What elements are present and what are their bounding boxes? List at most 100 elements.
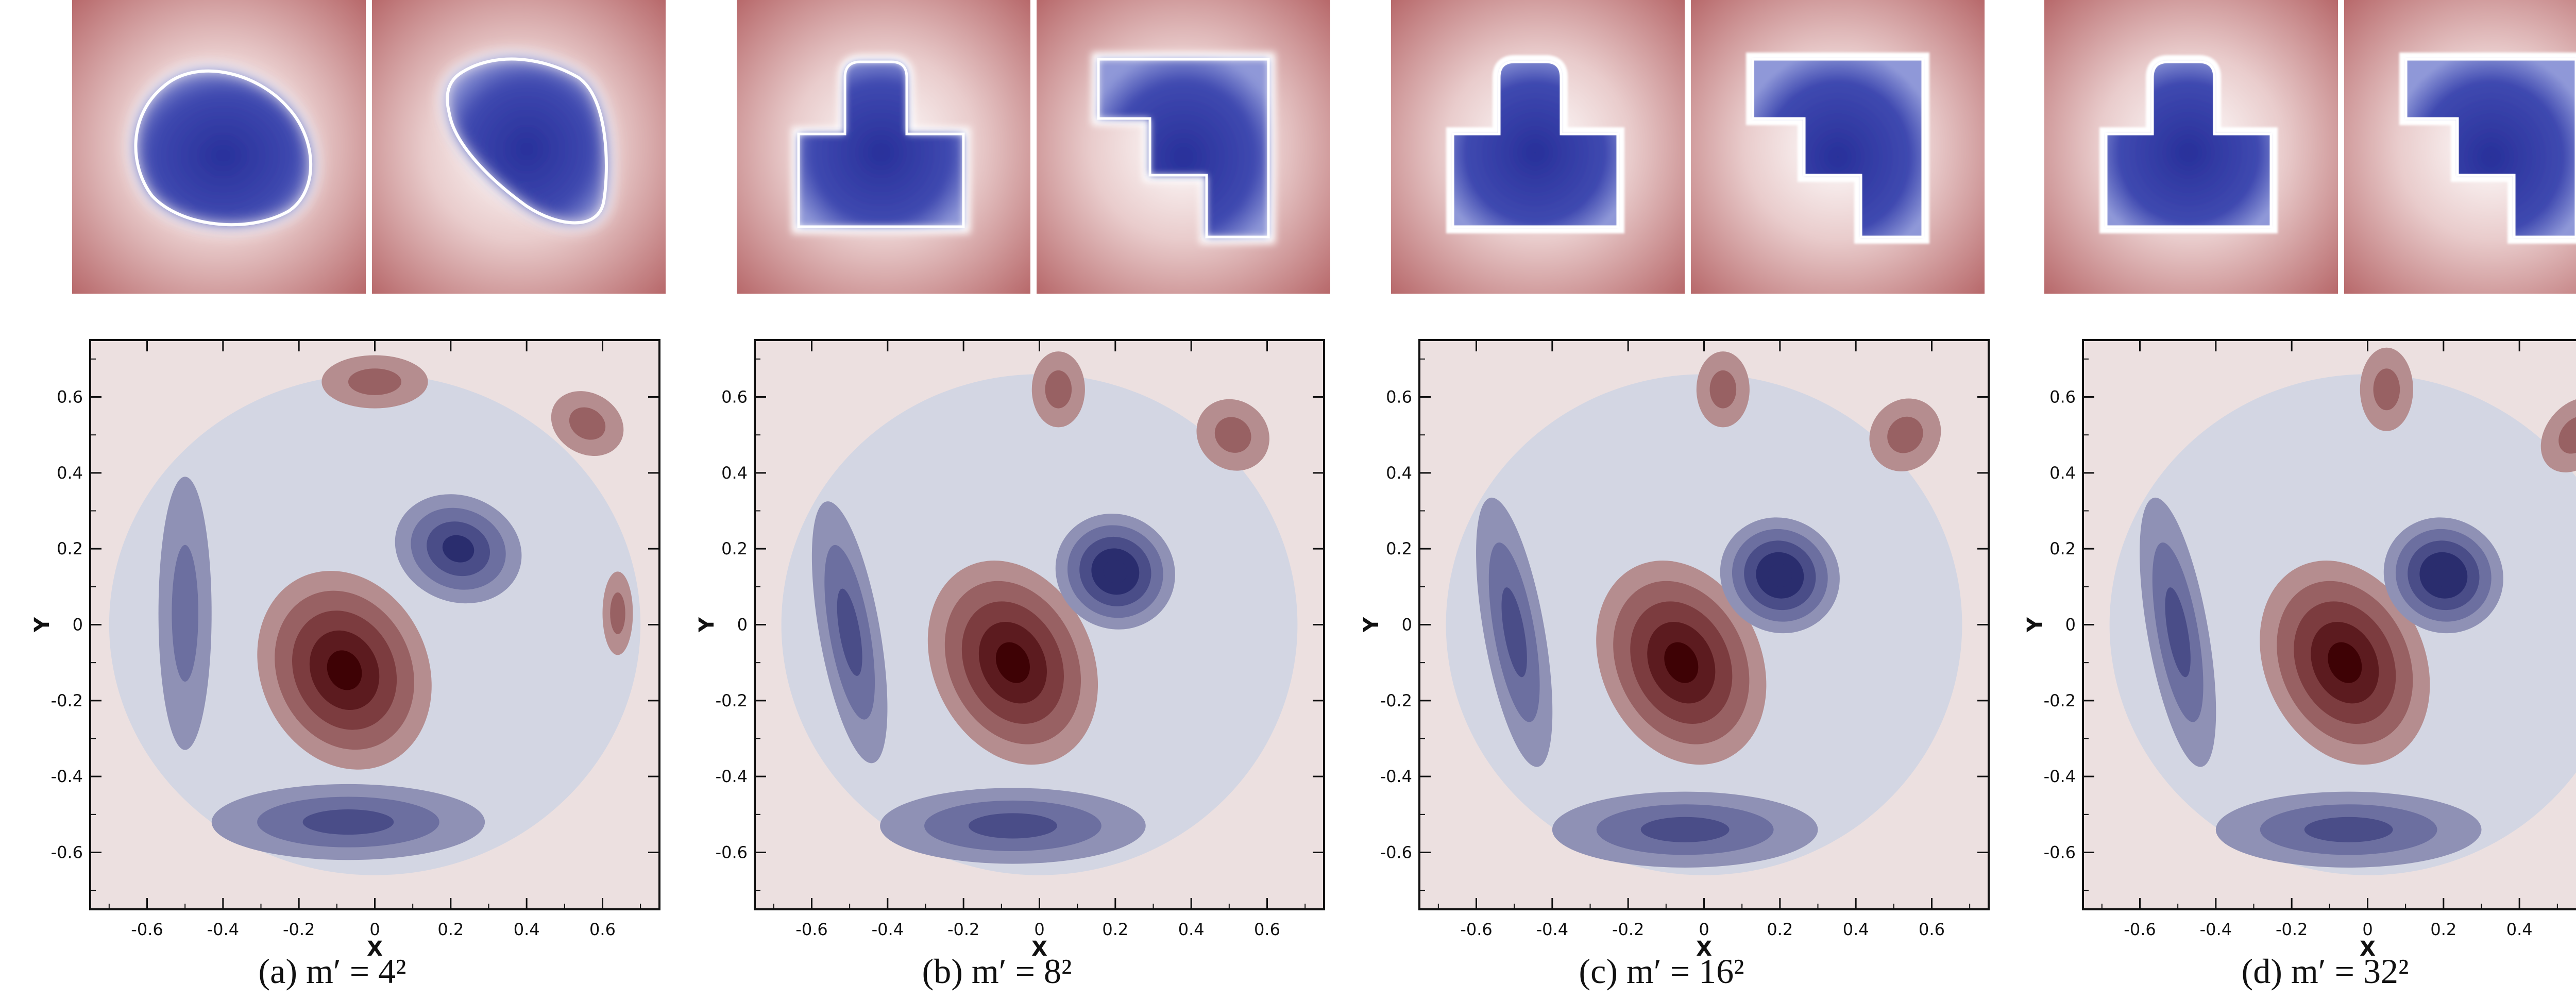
y-tick-label: -0.2 [1380,691,1412,710]
y-tick-label: -0.6 [2044,843,2076,862]
positive-lobe-0 [257,571,432,770]
y-tick-label: 0.6 [57,387,83,407]
y-tick-label: -0.4 [1380,767,1412,786]
thumbnail-left [737,0,1030,294]
y-tick-label: 0.4 [1386,463,1412,483]
contour-level-4 [1103,560,1128,583]
negative-lobe-2 [811,501,888,764]
contour-level-4 [327,650,362,690]
contour-level-1 [1887,416,1923,453]
positive-lobe-0 [2260,561,2430,765]
shape-boundary [2105,60,2273,228]
y-tick-label: -0.4 [716,767,748,786]
x-tick-label: 0.4 [514,920,540,939]
positive-lobe-6 [602,571,633,655]
panel-caption: (c) m′ = 16² [1579,952,1744,991]
axes: -0.6 -0.4 -0.2 0 0.2 0.4 0.6 -0.6 -0.4 -0.2 0 0.2 0.… [716,340,1324,939]
contour-level-1 [569,407,606,440]
positive-lobe-5 [1869,398,1941,471]
thumbnail-right [1691,0,1985,294]
x-axis-title: X [1696,937,1712,961]
contour-plot-canvas: -0.6 -0.4 -0.2 0 0.2 0.4 0.6 -0.6 -0.4 -0.2 0 0.2 0.… [695,339,1325,961]
contour-level-2 [302,809,394,835]
y-tick-label: 0 [737,615,748,635]
x-tick-label: -0.6 [795,920,827,939]
thumbnail-left [1391,0,1685,294]
negative-lobe-3 [880,788,1146,864]
thumbnail-left [2044,0,2338,294]
x-tick-label: -0.4 [2200,920,2232,939]
x-tick-label: 0 [1699,920,1709,939]
contour-level-0 [2540,397,2576,472]
shape-interior [799,62,963,227]
x-tick-label: 0.4 [2506,920,2533,939]
contour-level-4 [995,642,1030,683]
y-tick-label: -0.2 [51,691,83,710]
panel-d: -0.6 -0.4 -0.2 0 0.2 0.4 0.6 -0.6 -0.4 -0.2 0 0.2 0.… [1993,0,2576,1000]
positive-lobe-5 [1196,399,1269,471]
thumbnail-right-canvas [1691,0,1985,294]
x-tick-label: 0.4 [1843,920,1869,939]
axes: -0.6 -0.4 -0.2 0 0.2 0.4 0.6 -0.6 -0.4 -0.2 0 0.2 0.… [1380,340,1989,939]
negative-lobe-3 [2215,791,2482,868]
thumbnail-right [372,0,666,294]
y-tick-label: 0 [1402,615,1412,635]
x-tick-label: -0.2 [1612,920,1644,939]
positive-lobe-0 [927,561,1098,765]
y-tick-label: 0.2 [721,539,748,558]
y-tick-label: 0.2 [1386,539,1412,558]
x-axis-title: X [2360,937,2376,961]
y-tick-label: -0.4 [51,767,83,786]
positive-lobe-4 [2360,347,2413,431]
y-tick-label: -0.6 [716,843,748,862]
x-tick-label: -0.2 [283,920,315,939]
contour-plot: -0.6 -0.4 -0.2 0 0.2 0.4 0.6 -0.6 -0.4 -0.2 0 0.2 0.… [665,309,1329,961]
x-tick-label: 0.2 [1767,920,1793,939]
contour-field [1419,340,1989,909]
y-tick-label: 0.6 [721,387,748,407]
negative-lobe-2 [2140,497,2216,767]
x-tick-label: 0.4 [1178,920,1205,939]
panel-a: -0.6 -0.4 -0.2 0 0.2 0.4 0.6 -0.6 -0.4 -0.2 0 0.2 0.… [0,0,666,1000]
positive-lobe-4 [321,355,428,409]
contour-level-1 [1045,370,1072,409]
contour-level-2 [1640,817,1730,842]
positive-lobe-4 [1696,351,1750,428]
contour-level-4 [1768,564,1792,587]
shape-boundary [446,57,608,225]
shape-interior [135,71,311,225]
y-tick-label: 0.4 [57,463,83,483]
contour-field [2083,340,2576,909]
y-tick-label: -0.6 [1380,843,1412,862]
y-tick-label: 0.2 [57,539,83,558]
panel-b: -0.6 -0.4 -0.2 0 0.2 0.4 0.6 -0.6 -0.4 -0.2 0 0.2 0.… [665,0,1330,1000]
axes: -0.6 -0.4 -0.2 0 0.2 0.4 0.6 -0.6 -0.4 -0.2 0 0.2 0.… [2044,340,2558,939]
negative-lobe-3 [211,784,485,860]
contour-level-1 [1214,417,1251,453]
contour-field [90,340,659,909]
x-tick-label: 0.6 [1919,920,1945,939]
x-tick-label: 0.2 [1102,920,1128,939]
shape-interior [2406,59,2576,237]
thumbnail-right-canvas [1037,0,1330,294]
y-axis-title: Y [30,617,54,633]
x-tick-label: -0.6 [2124,920,2156,939]
panel-c: -0.6 -0.4 -0.2 0 0.2 0.4 0.6 -0.6 -0.4 -0.2 0 0.2 0.… [1329,0,1994,1000]
thumbnail-left-canvas [2044,0,2338,294]
panel-caption: (d) m′ = 32² [2241,952,2409,991]
contour-plot: -0.6 -0.4 -0.2 0 0.2 0.4 0.6 -0.6 -0.4 -0.2 0 0.2 0.… [0,309,665,961]
shape-boundary [1451,60,1619,228]
x-tick-label: -0.4 [872,920,904,939]
y-tick-label: 0.6 [2049,387,2076,407]
shape-interior [1453,62,1618,227]
x-tick-label: 0 [1034,920,1044,939]
y-tick-label: -0.4 [2044,767,2076,786]
y-tick-label: -0.2 [2044,691,2076,710]
shape-interior [447,59,606,223]
contour-plot: -0.6 -0.4 -0.2 0 0.2 0.4 0.6 -0.6 -0.4 -0.2 0 0.2 0.… [1329,309,1994,961]
y-tick-label: -0.2 [716,691,748,710]
shape-interior [2106,62,2271,227]
contour-level-3 [442,535,474,563]
x-tick-label: -0.4 [207,920,239,939]
